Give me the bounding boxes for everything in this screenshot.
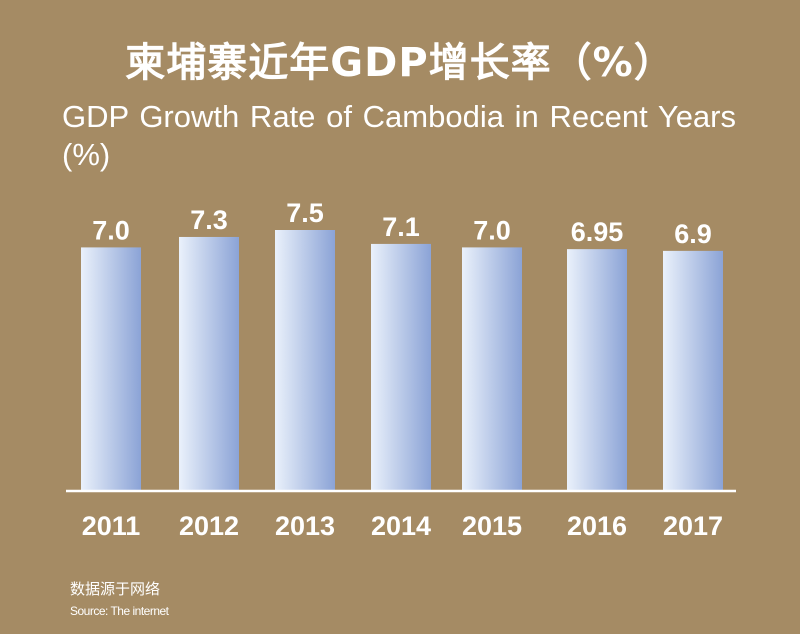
value-label-2012: 7.3: [190, 205, 228, 235]
value-label-2017: 6.9: [674, 219, 712, 249]
value-label-2015: 7.0: [473, 215, 511, 245]
bar-2013: [275, 230, 335, 491]
x-tick-labels: 2011 2012 2013 2014 2015 2016 2017: [82, 511, 723, 541]
x-tick-label-2015: 2015: [462, 511, 522, 541]
value-label-2013: 7.5: [286, 198, 324, 228]
value-labels: 7.0 7.3 7.5 7.1 7.0 6.95 6.9: [92, 198, 712, 249]
x-tick-label-2011: 2011: [82, 511, 141, 541]
bar-2017: [663, 250, 723, 491]
chart-title: 柬埔寨近年GDP增长率（%）: [125, 40, 675, 86]
bar-2016: [567, 249, 627, 491]
x-tick-label-2017: 2017: [663, 511, 723, 541]
bar-2012: [179, 236, 239, 491]
x-tick-label-2016: 2016: [567, 511, 627, 541]
chart-subtitle: GDP Growth Rate of Cambodia in Recent Ye…: [62, 99, 736, 172]
value-label-2014: 7.1: [382, 212, 420, 242]
bar-2015: [462, 247, 522, 491]
bar-2011: [81, 247, 141, 491]
x-tick-label-2013: 2013: [275, 511, 335, 541]
value-label-2011: 7.0: [92, 215, 130, 245]
value-label-2016: 6.95: [571, 217, 624, 247]
x-tick-label-2012: 2012: [179, 511, 239, 541]
source-label-en: Source: The internet: [70, 604, 169, 618]
bar-2014: [371, 243, 431, 491]
source-label-zh: 数据源于网络: [70, 580, 161, 598]
x-tick-label-2014: 2014: [371, 511, 431, 541]
bars-group: [81, 230, 723, 491]
